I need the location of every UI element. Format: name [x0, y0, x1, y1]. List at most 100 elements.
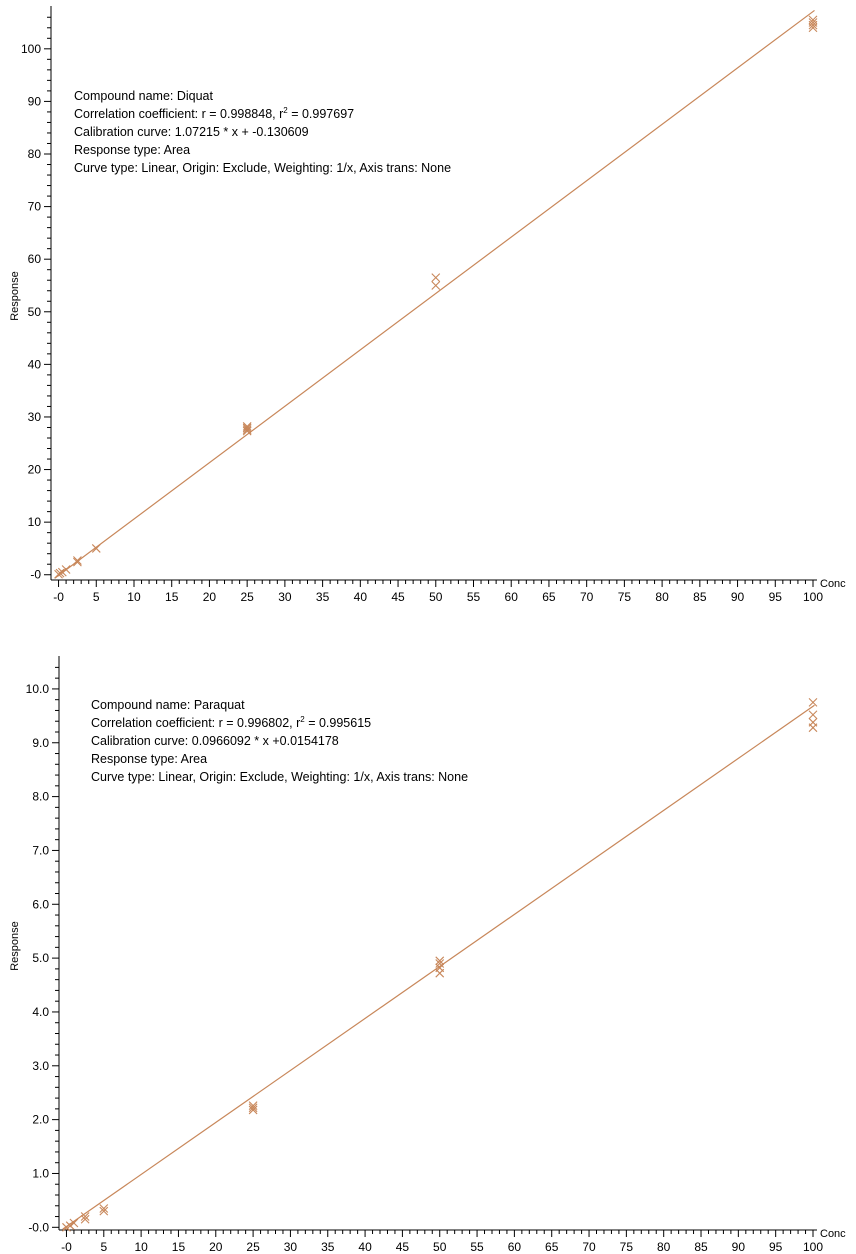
x-tick-label: 45: [396, 1240, 410, 1254]
data-point-marker: [65, 1221, 75, 1231]
y-tick-label: 4.0: [32, 1005, 49, 1019]
x-tick-label: 80: [657, 1240, 671, 1254]
calibration-curve-text: Calibration curve: 0.0966092 * x +0.0154…: [91, 734, 339, 748]
x-tick-label: -0: [53, 590, 64, 604]
y-tick-label: 30: [28, 410, 42, 424]
y-tick-label: 20: [28, 463, 42, 477]
calibration-fit-line: [54, 9, 815, 579]
y-tick-label: 50: [28, 305, 42, 319]
x-tick-label: 75: [618, 590, 632, 604]
x-tick-label: 100: [803, 1240, 823, 1254]
data-point-marker: [80, 1214, 90, 1224]
data-point-marker: [99, 1206, 109, 1216]
data-point-marker: [57, 567, 67, 577]
data-point-marker: [431, 273, 441, 282]
data-point-marker: [808, 697, 818, 707]
diquat-calibration-chart: -0 5 10 15 20 25 30 35 40 45 50 55 60 65 70 75 80 85 90 95 1…: [0, 0, 856, 610]
compound-name-text: Compound name: Paraquat: [91, 698, 245, 712]
y-tick-label: 9.0: [32, 736, 49, 750]
x-tick-label: 20: [203, 590, 217, 604]
curve-type-text: Curve type: Linear, Origin: Exclude, Wei…: [91, 770, 468, 784]
paraquat-calibration-chart: -0 5 10 15 20 25 30 35 40 45 50 55 60 65 70 75 80 85 90 95 1…: [0, 640, 856, 1254]
x-axis-title: Conc: [820, 578, 846, 590]
data-point-marker: [80, 1212, 90, 1221]
y-tick-label: 40: [28, 357, 42, 371]
x-tick-label: 65: [542, 590, 556, 604]
data-point-marker: [808, 710, 818, 720]
y-tick-label: 3.0: [32, 1059, 49, 1073]
data-point-marker: [99, 1204, 109, 1213]
correlation-prefix: Correlation coefficient: r = 0.998848, r: [74, 107, 283, 121]
x-tick-label: 100: [803, 590, 823, 604]
correlation-prefix: Correlation coefficient: r = 0.996802, r: [91, 716, 300, 730]
data-point-marker: [242, 423, 252, 433]
data-point-marker: [248, 1103, 258, 1113]
x-tick-label: 60: [508, 1240, 522, 1254]
x-tick-label: 70: [582, 1240, 596, 1254]
x-tick-label: 70: [580, 590, 594, 604]
data-point-marker: [248, 1101, 258, 1111]
y-tick-label: 90: [28, 94, 42, 108]
data-point-marker: [808, 717, 818, 727]
x-tick-label: 5: [100, 1240, 107, 1254]
x-tick-label: 15: [165, 590, 179, 604]
x-tick-label: 55: [467, 590, 481, 604]
calibration-curve-text: Calibration curve: 1.07215 * x + -0.1306…: [74, 125, 309, 139]
x-tick-label: 65: [545, 1240, 559, 1254]
data-point-marker: [73, 557, 82, 567]
y-tick-label: 80: [28, 147, 42, 161]
data-point-marker: [61, 565, 71, 574]
x-tick-label: 30: [284, 1240, 298, 1254]
data-point-marker: [431, 281, 441, 290]
y-tick-label: -0: [30, 568, 41, 582]
x-tick-label: 25: [240, 590, 254, 604]
y-axis-title: Response: [9, 271, 21, 321]
x-tick-label: 95: [769, 1240, 783, 1254]
data-point-marker: [242, 425, 252, 434]
x-tick-label: 55: [470, 1240, 484, 1254]
x-tick-label: 5: [93, 590, 100, 604]
x-tick-label: 85: [694, 1240, 708, 1254]
x-axis-title: Conc: [820, 1228, 846, 1240]
x-tick-label: 40: [358, 1240, 372, 1254]
r-squared-superscript: 2: [283, 106, 288, 115]
x-tick-label: 30: [278, 590, 292, 604]
x-tick-label: 60: [505, 590, 519, 604]
y-tick-label: 2.0: [32, 1113, 49, 1127]
x-tick-label: 95: [769, 590, 783, 604]
y-axis-title: Response: [9, 921, 21, 971]
y-tick-label: 1.0: [32, 1166, 49, 1180]
x-tick-label: -0: [61, 1240, 72, 1254]
curve-type-text: Curve type: Linear, Origin: Exclude, Wei…: [74, 161, 451, 175]
correlation-coefficient-text: Correlation coefficient: r = 0.996802, r…: [91, 715, 371, 730]
x-tick-label: 45: [391, 590, 405, 604]
x-tick-label: 50: [433, 1240, 447, 1254]
x-tick-label: 25: [246, 1240, 260, 1254]
x-tick-label: 80: [655, 590, 669, 604]
data-point-marker: [69, 1218, 79, 1228]
data-point-marker: [435, 959, 445, 968]
x-tick-label: 90: [731, 590, 745, 604]
x-tick-label: 50: [429, 590, 443, 604]
x-tick-label: 20: [209, 1240, 223, 1254]
data-point-marker: [808, 18, 818, 27]
y-tick-label: 10.0: [26, 682, 50, 696]
x-tick-label: 40: [354, 590, 368, 604]
x-tick-label: 35: [321, 1240, 335, 1254]
correlation-coefficient-text: Correlation coefficient: r = 0.998848, r…: [74, 106, 354, 121]
x-tick-label: 15: [172, 1240, 186, 1254]
diquat-chart-svg: -0 5 10 15 20 25 30 35 40 45 50 55 60 65 70 75 80 85 90 95 1…: [9, 6, 846, 604]
y-tick-label: 100: [21, 42, 41, 56]
x-tick-label: 90: [732, 1240, 746, 1254]
data-point-marker: [435, 963, 445, 973]
y-tick-label: 6.0: [32, 897, 49, 911]
y-tick-label: 60: [28, 252, 42, 266]
paraquat-chart-svg: -0 5 10 15 20 25 30 35 40 45 50 55 60 65 70 75 80 85 90 95 1…: [9, 656, 846, 1254]
y-tick-label: 70: [28, 200, 42, 214]
data-point-marker: [242, 422, 252, 431]
data-point-marker: [55, 568, 65, 578]
r-squared-value: = 0.997697: [288, 107, 354, 121]
x-tick-label: 75: [620, 1240, 634, 1254]
y-tick-label: 10: [28, 515, 42, 529]
x-tick-label: 10: [127, 590, 141, 604]
